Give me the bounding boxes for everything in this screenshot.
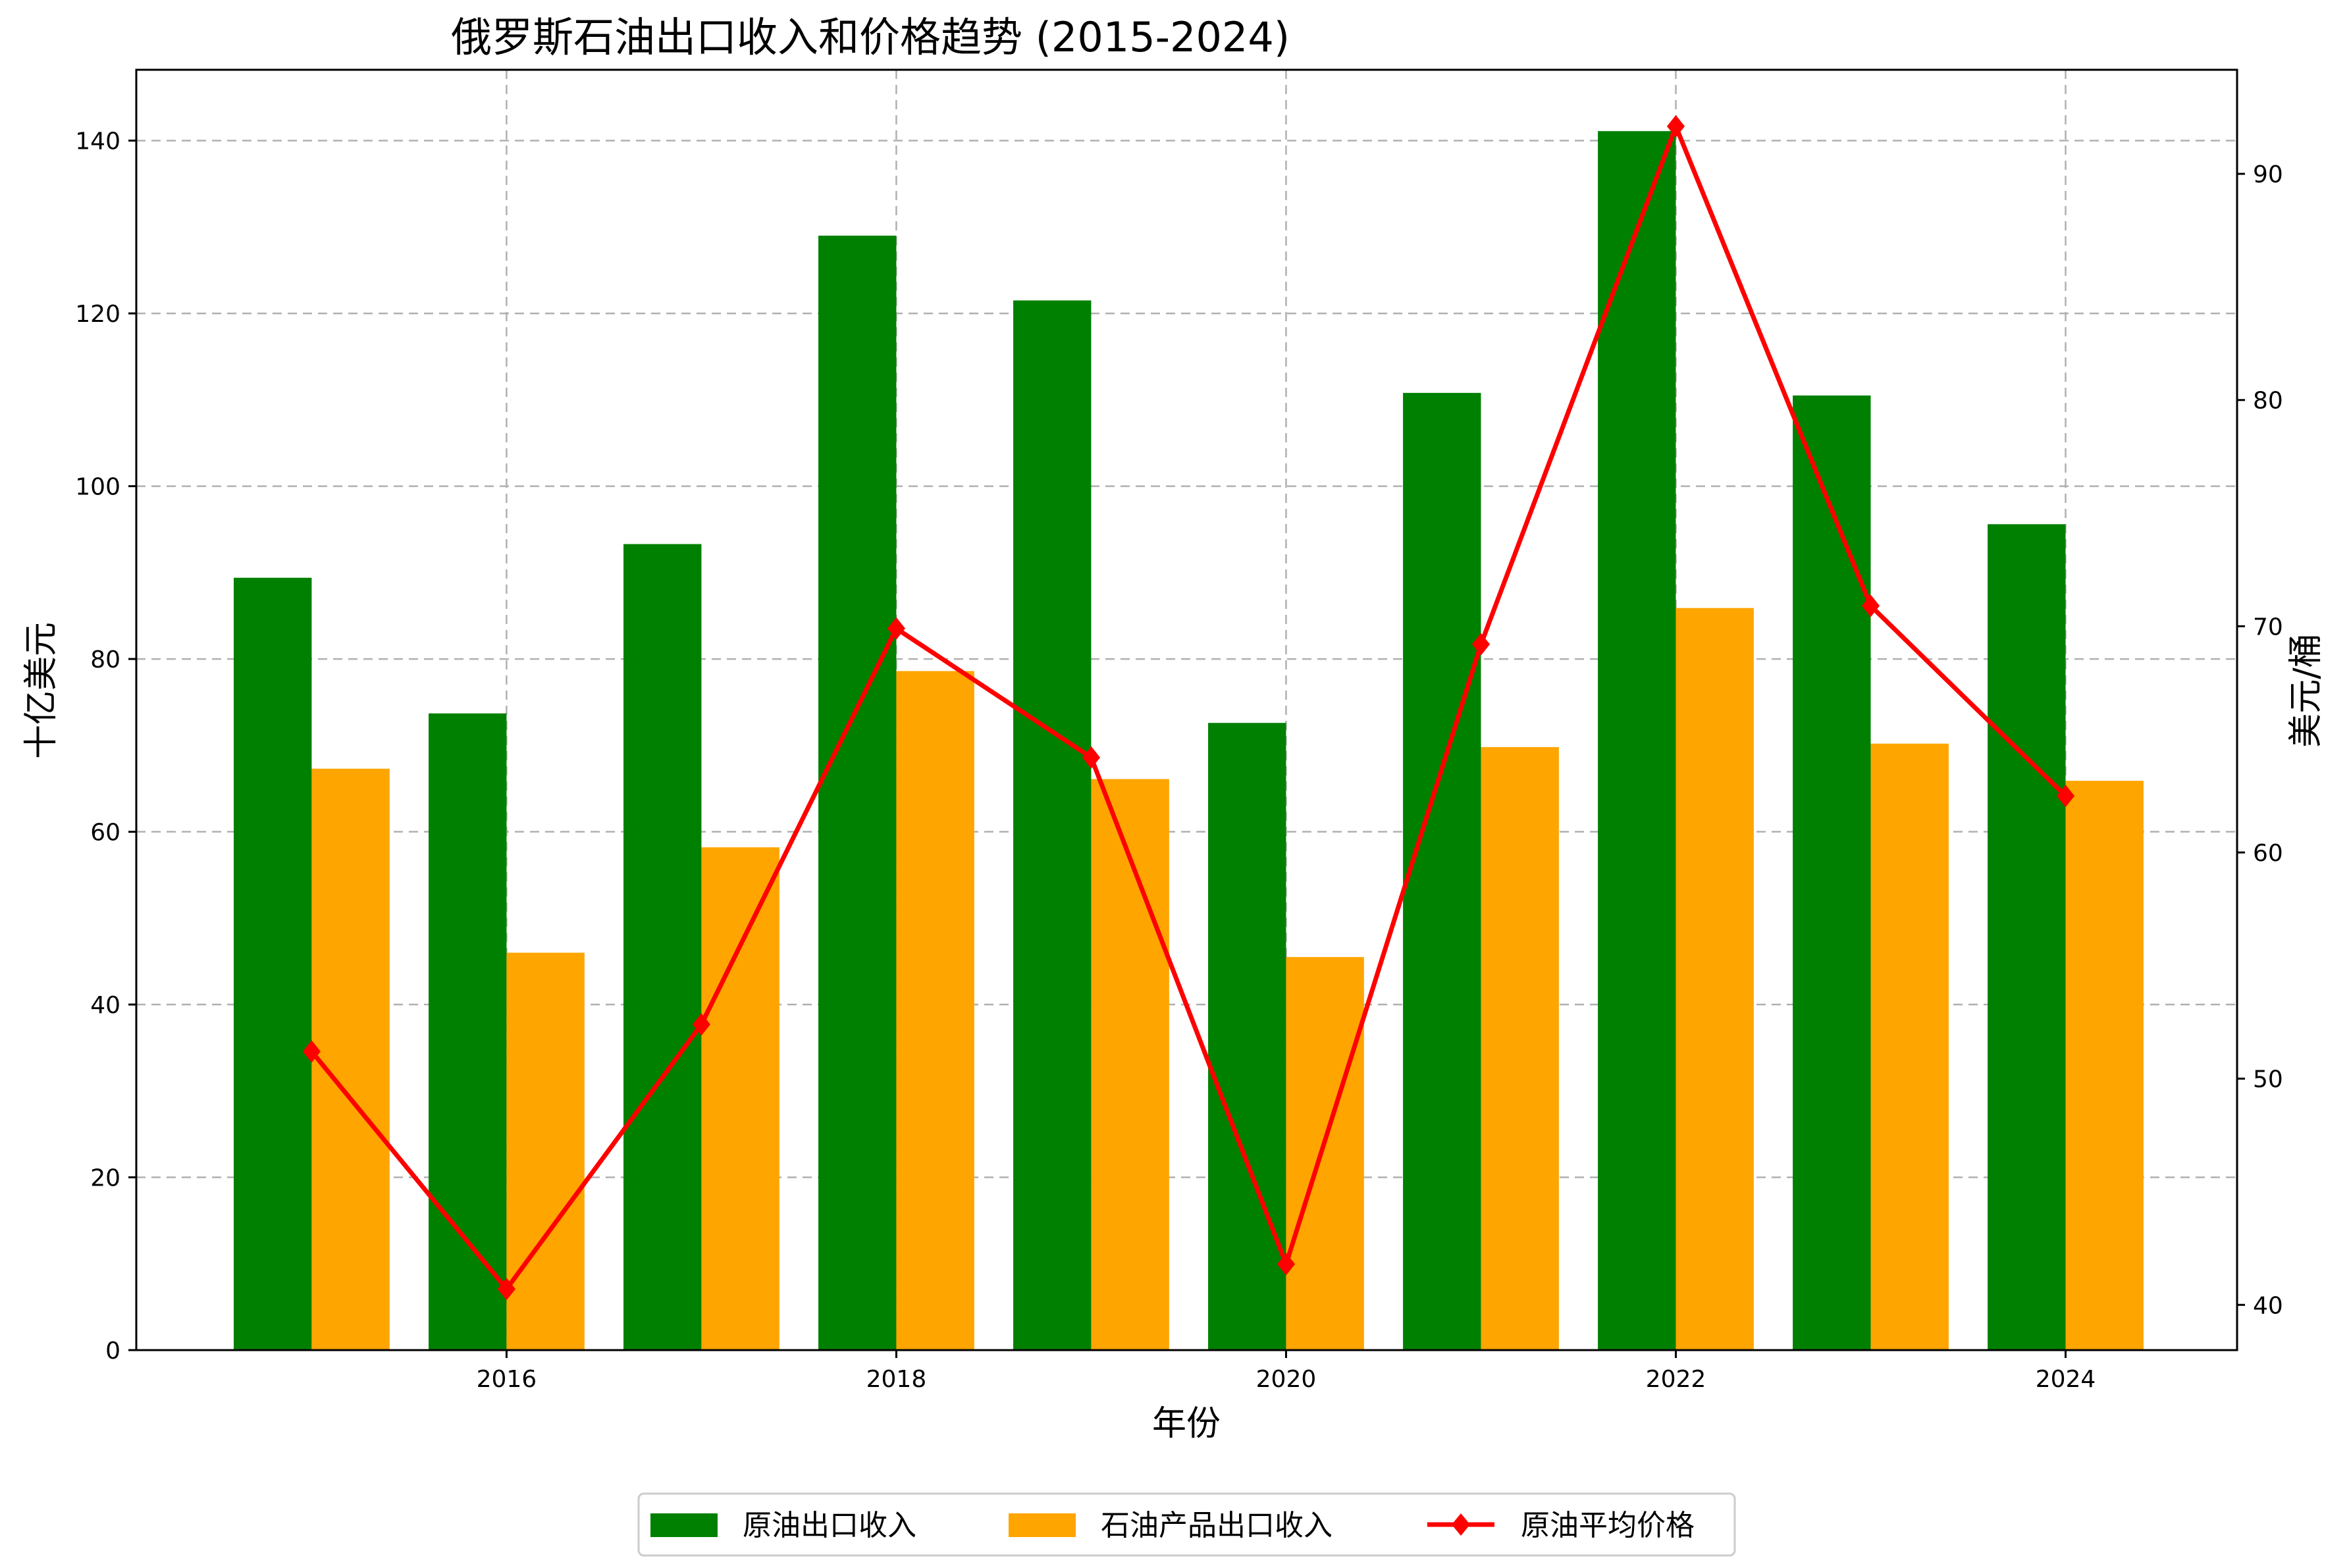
y-tick-label: 60 — [90, 820, 120, 847]
x-tick-label: 2018 — [866, 1366, 927, 1393]
price-marker — [2056, 785, 2075, 808]
x-tick-label: 2016 — [477, 1366, 537, 1393]
bar-oil-products-revenue — [1286, 956, 1364, 1350]
price-marker — [1861, 594, 1880, 617]
x-axis-label: 年份 — [1152, 1404, 1221, 1444]
bar-crude-oil-revenue — [1403, 392, 1481, 1350]
y2-tick-label: 50 — [2253, 1066, 2283, 1093]
x-tick-label: 2024 — [2036, 1366, 2096, 1393]
price-marker — [1277, 1253, 1296, 1276]
y-tick-label: 80 — [90, 646, 120, 673]
price-line — [309, 124, 2067, 1292]
bar-oil-products-revenue — [701, 847, 779, 1350]
y-tick-label: 20 — [90, 1165, 120, 1192]
bar-crude-oil-revenue — [1793, 395, 1871, 1350]
y-axis-label: 十亿美元 — [22, 622, 61, 759]
bar-crude-oil-revenue — [429, 713, 507, 1350]
legend-swatch-price-marker — [1452, 1513, 1470, 1536]
plot-frame — [135, 68, 2238, 1351]
y-tick-label: 100 — [75, 474, 120, 501]
y-tick-label: 140 — [75, 128, 120, 155]
y2-tick-label: 80 — [2253, 388, 2283, 415]
legend-label-price: 原油平均价格 — [1521, 1509, 1695, 1542]
y-tick-label: 120 — [75, 301, 120, 328]
bar-oil-products-revenue — [1091, 779, 1169, 1350]
bar-oil-products-revenue — [1870, 743, 1949, 1350]
legend-swatch-products — [1009, 1513, 1076, 1537]
legend-label-products: 石油产品出口收入 — [1101, 1509, 1333, 1542]
legend-box — [637, 1492, 1736, 1557]
price-marker — [887, 617, 905, 640]
bar-crude-oil-revenue — [623, 544, 702, 1351]
price-marker — [1666, 115, 1685, 138]
price-marker — [1082, 746, 1101, 769]
y2-tick-label: 40 — [2253, 1292, 2283, 1319]
y-tick-label: 0 — [105, 1338, 120, 1365]
price-marker — [302, 1040, 321, 1063]
bar-oil-products-revenue — [2065, 781, 2144, 1350]
bar-oil-products-revenue — [1481, 746, 1559, 1350]
bar-oil-products-revenue — [1676, 608, 1754, 1350]
legend-label-crude: 原油出口收入 — [743, 1509, 916, 1542]
chart-title: 俄罗斯石油出口收入和价格趋势 (2015-2024) — [451, 13, 1290, 61]
bar-crude-oil-revenue — [234, 577, 312, 1350]
y-tick-label: 40 — [90, 992, 120, 1019]
x-tick-label: 2022 — [1646, 1366, 1706, 1393]
price-marker — [692, 1013, 710, 1036]
price-marker — [1471, 633, 1491, 656]
y2-tick-label: 70 — [2253, 614, 2283, 640]
bar-crude-oil-revenue — [1208, 723, 1286, 1350]
y2-axis-label: 美元/桶 — [2286, 633, 2326, 748]
x-tick-label: 2020 — [1256, 1366, 1317, 1393]
y2-tick-label: 90 — [2253, 161, 2283, 188]
legend-swatch-crude — [650, 1513, 718, 1537]
bar-crude-oil-revenue — [1598, 131, 1676, 1350]
legend: 原油出口收入 石油产品出口收入 原油平均价格 — [637, 1492, 1736, 1557]
bar-crude-oil-revenue — [1988, 524, 2066, 1351]
y2-tick-label: 60 — [2253, 840, 2283, 867]
bars-group — [234, 131, 2144, 1351]
bar-oil-products-revenue — [896, 671, 974, 1350]
bar-crude-oil-revenue — [1013, 300, 1092, 1350]
bar-oil-products-revenue — [506, 953, 585, 1350]
bar-crude-oil-revenue — [818, 235, 897, 1351]
price-marker — [497, 1278, 515, 1301]
axes-group: 0 20 40 60 80 100 120 140 40 50 60 70 80 90 2016 2018 20… — [75, 68, 2283, 1393]
price-line-group — [302, 115, 2075, 1301]
bar-oil-products-revenue — [311, 768, 390, 1350]
